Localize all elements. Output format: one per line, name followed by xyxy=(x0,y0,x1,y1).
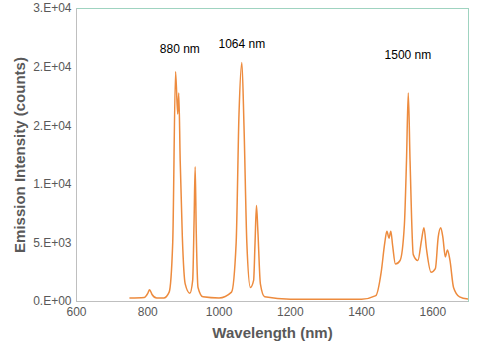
svg-text:5.E+03: 5.E+03 xyxy=(33,236,72,250)
svg-text:3.E+04: 3.E+04 xyxy=(33,1,72,15)
svg-text:0.E+00: 0.E+00 xyxy=(33,294,72,308)
svg-text:1400: 1400 xyxy=(348,305,375,319)
svg-text:2.E+04: 2.E+04 xyxy=(33,119,72,133)
svg-text:1000: 1000 xyxy=(206,305,233,319)
svg-text:880 nm: 880 nm xyxy=(160,42,200,56)
svg-text:1600: 1600 xyxy=(420,305,447,319)
svg-text:800: 800 xyxy=(138,305,158,319)
svg-text:1500 nm: 1500 nm xyxy=(385,48,432,62)
svg-text:2.E+04: 2.E+04 xyxy=(33,60,72,74)
svg-text:1064 nm: 1064 nm xyxy=(219,37,266,51)
svg-text:Emission Intensity (counts): Emission Intensity (counts) xyxy=(11,57,28,253)
svg-text:1200: 1200 xyxy=(277,305,304,319)
svg-text:1.E+04: 1.E+04 xyxy=(33,177,72,191)
svg-text:Wavelength (nm): Wavelength (nm) xyxy=(212,324,332,341)
svg-text:600: 600 xyxy=(66,305,87,319)
